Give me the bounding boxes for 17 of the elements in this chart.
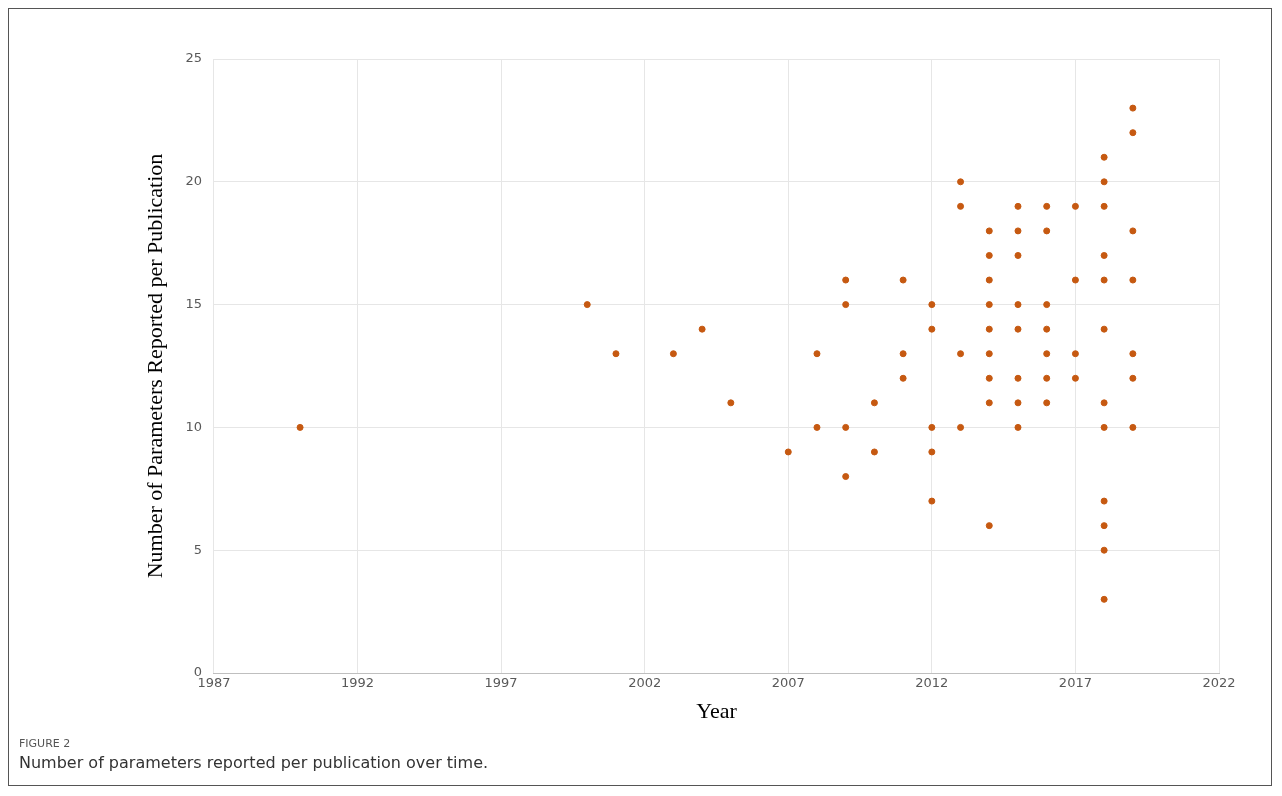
y-tick-label: 5 bbox=[193, 541, 202, 557]
text: Number of parameters reported per publication over time. bbox=[19, 753, 489, 772]
y-tick-label: 25 bbox=[185, 50, 202, 66]
x-tick-label: 1992 bbox=[340, 675, 375, 691]
y-tick-label: 10 bbox=[185, 418, 202, 434]
x-tick-label: 2002 bbox=[628, 675, 662, 691]
caption: FIGURE 2 bbox=[19, 737, 72, 750]
x-tick-label: 2022 bbox=[1202, 675, 1236, 691]
x-tick-label: 1987 bbox=[197, 675, 231, 691]
x-axis-title: Year bbox=[696, 697, 738, 723]
x-tick-label: 2017 bbox=[1058, 675, 1092, 691]
x-tick-label: 2007 bbox=[771, 675, 805, 691]
y-tick-label: 20 bbox=[185, 173, 202, 189]
x-tick-label: 1997 bbox=[484, 675, 518, 691]
x-tick-label: 2012 bbox=[915, 675, 949, 691]
y-axis-title: Number of Parameters Reported per Publication bbox=[141, 153, 167, 579]
y-tick-label: 15 bbox=[185, 295, 202, 311]
